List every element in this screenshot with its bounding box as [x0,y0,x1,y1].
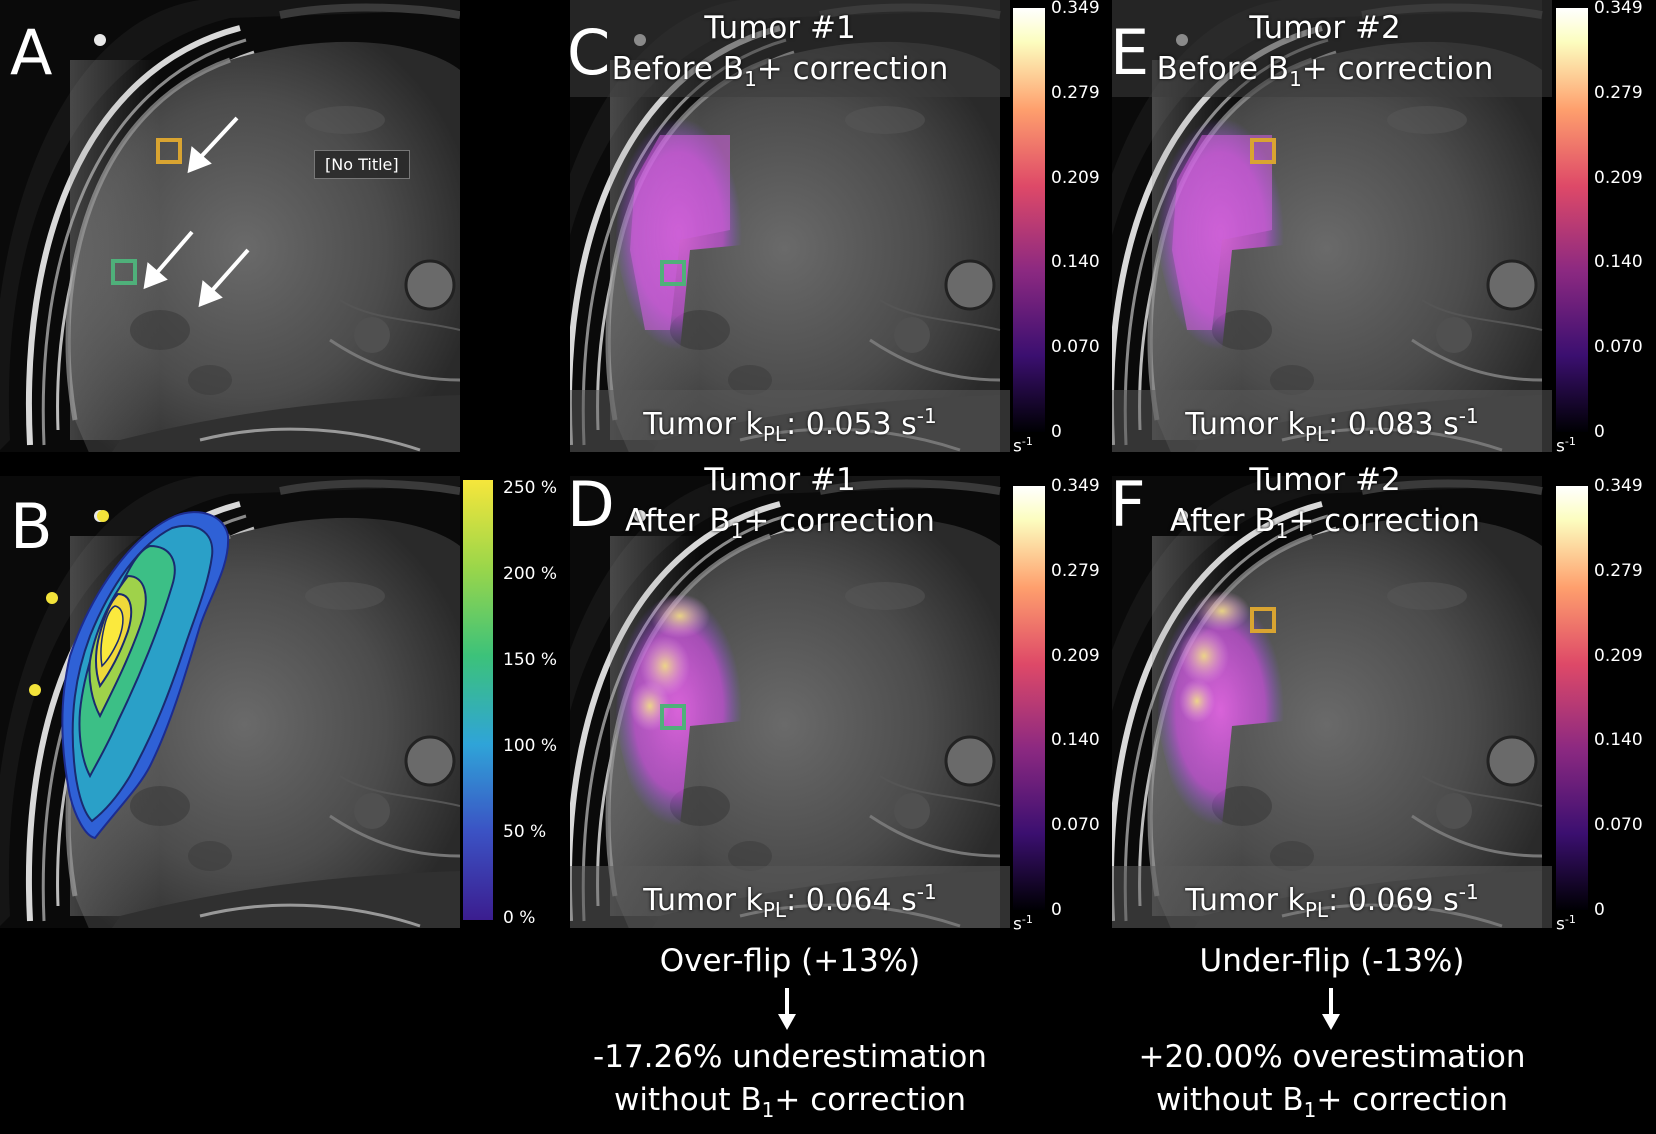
kpl-tick-d-4: 0.070 [1051,815,1100,836]
kpl-tick-f-4: 0.070 [1594,815,1643,836]
title-f: Tumor #2 After B1+ correction [1170,462,1480,544]
kpl-overlay-e [1157,118,1284,350]
kpl-tick-d-0: 0.349 [1051,476,1100,496]
footer-bar-f [1112,866,1552,928]
kpl-colorbar-e [1556,8,1588,432]
kpl-value-e: Tumor kPL: 0.083 s-1 [1185,404,1479,446]
b1-contour-map [61,511,230,840]
kpl-tick-d-5: 0 [1051,900,1062,920]
no-title-label: [No Title] [314,150,410,179]
b1-tick-250: 250 % [503,478,558,498]
b1-colorbar [463,480,493,920]
panel-f: Tumor kPL: 0.069 s-1 [1112,476,1552,928]
panel-e: Tumor kPL: 0.083 s-1 [1112,0,1552,452]
footer-right-line1: Under-flip (-13%) [1199,943,1465,979]
kpl-unit-d: s-1 [1013,913,1033,935]
kpl-tick-c-0: 0.349 [1051,0,1100,18]
kpl-colorbar-d [1013,486,1045,910]
panel-letter-b: B [10,490,53,563]
panel-b: B [0,476,460,928]
kpl-unit-f: s-1 [1556,913,1576,935]
mri-image-f [1112,476,1552,928]
kpl-tick-c-2: 0.209 [1051,167,1100,188]
roi-tumor2-e [1250,138,1276,164]
kpl-tick-e-5: 0 [1594,422,1605,442]
kpl-overlay-c [615,118,742,350]
b1-tick-0: 0 % [503,908,536,928]
roi-tumor1-c [660,260,686,286]
panel-letter-a: A [10,16,53,89]
panel-letter-d: D [567,468,615,541]
panel-letter-e: E [1110,16,1150,89]
kpl-colorbar-f [1556,486,1588,910]
kpl-tick-e-1: 0.279 [1594,82,1643,103]
footer-right: Under-flip (-13%) [1112,940,1552,983]
b1-tick-100: 100 % [503,736,558,756]
kpl-tick-f-5: 0 [1594,900,1605,920]
roi-tumor2-f [1250,607,1276,633]
footer-bar-e [1112,390,1552,452]
kpl-tick-c-3: 0.140 [1051,252,1100,273]
down-arrow-right-icon [1320,988,1342,1036]
footer-bar-d [570,866,1010,928]
kpl-tick-d-2: 0.209 [1051,645,1100,666]
roi-tumor2-a [156,138,182,164]
title-d: Tumor #1 After B1+ correction [625,462,935,544]
footer-left-result: -17.26% underestimation without B1+ corr… [570,1036,1010,1132]
kpl-tick-f-2: 0.209 [1594,645,1643,666]
kpl-tick-c-4: 0.070 [1051,337,1100,358]
kpl-unit-e: s-1 [1556,435,1576,457]
b1-tick-200: 200 % [503,564,558,584]
panel-letter-f: F [1110,468,1146,541]
kpl-tick-c-1: 0.279 [1051,82,1100,103]
b1-tick-150: 150 % [503,650,558,670]
title-bar-e [1112,0,1552,97]
footer-left-result-line3: without B1+ correction [613,1082,966,1123]
kpl-value-c: Tumor kPL: 0.053 s-1 [643,404,937,446]
mri-image-c [570,0,1010,452]
roi-tumor1-a [111,259,137,285]
title-c: Tumor #1 Before B1+ correction [611,10,949,92]
footer-right-result-line3: without B1+ correction [1155,1082,1508,1123]
panel-a: A [No Title] [0,0,460,452]
panel-c: Tumor kPL: 0.053 s-1 [570,0,1010,452]
kpl-tick-e-4: 0.070 [1594,337,1643,358]
footer-right-result: +20.00% overestimation without B1+ corre… [1112,1036,1552,1132]
mri-image-e [1112,0,1552,452]
kpl-tick-e-0: 0.349 [1594,0,1643,18]
kpl-value-d: Tumor kPL: 0.064 s-1 [643,880,937,922]
footer-bar-c [570,390,1010,452]
b1-tick-50: 50 % [503,822,547,842]
mri-image-a [0,0,460,452]
mri-image-b [0,476,460,928]
kpl-tick-e-3: 0.140 [1594,252,1643,273]
roi-tumor1-d [660,704,686,730]
kpl-overlay-f [1157,591,1284,826]
kpl-tick-f-1: 0.279 [1594,560,1643,581]
kpl-unit-c: s-1 [1013,435,1033,457]
kpl-tick-f-0: 0.349 [1594,476,1643,496]
title-e: Tumor #2 Before B1+ correction [1156,10,1494,92]
kpl-tick-f-3: 0.140 [1594,730,1643,751]
coil-dots [29,510,109,696]
down-arrow-left-icon [776,988,798,1036]
arrow-icons [143,116,250,308]
title-bar-c [570,0,1010,97]
kpl-tick-e-2: 0.209 [1594,167,1643,188]
kpl-value-f: Tumor kPL: 0.069 s-1 [1185,880,1479,922]
panel-letter-c: C [567,16,611,89]
kpl-tick-d-3: 0.140 [1051,730,1100,751]
footer-left: Over-flip (+13%) [570,940,1010,983]
kpl-tick-c-5: 0 [1051,422,1062,442]
footer-left-line1: Over-flip (+13%) [659,943,921,979]
kpl-tick-d-1: 0.279 [1051,560,1100,581]
panel-d: Tumor kPL: 0.064 s-1 [570,476,1010,928]
mri-image-d [570,476,1010,928]
kpl-colorbar-c [1013,8,1045,432]
